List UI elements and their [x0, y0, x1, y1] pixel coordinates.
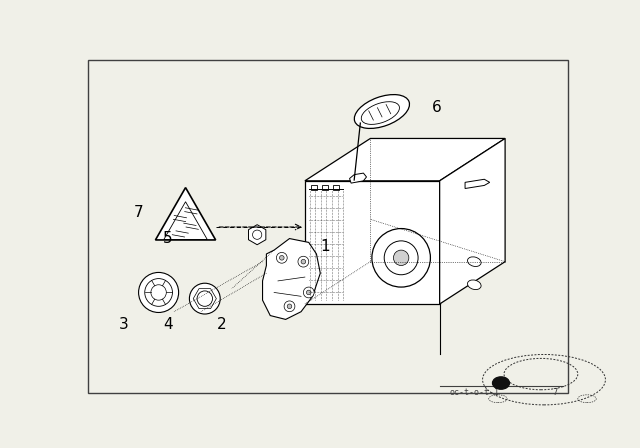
Text: 6: 6	[431, 100, 442, 115]
Circle shape	[151, 285, 166, 300]
Text: 1: 1	[321, 239, 330, 254]
Polygon shape	[465, 179, 490, 189]
Circle shape	[287, 304, 292, 309]
Text: 4: 4	[163, 317, 173, 332]
Circle shape	[394, 250, 409, 266]
Circle shape	[372, 228, 431, 287]
Circle shape	[298, 256, 308, 267]
Ellipse shape	[355, 95, 410, 129]
Circle shape	[384, 241, 418, 275]
Text: 2: 2	[217, 317, 227, 332]
Text: oc-t-o-t-1: oc-t-o-t-1	[449, 388, 499, 397]
Text: 7: 7	[134, 205, 143, 220]
Circle shape	[307, 290, 311, 295]
Circle shape	[189, 283, 220, 314]
Text: 3: 3	[118, 317, 129, 332]
Polygon shape	[349, 173, 367, 183]
Circle shape	[145, 279, 172, 306]
Bar	[322, 185, 328, 190]
Ellipse shape	[361, 102, 399, 125]
Text: 5: 5	[163, 231, 173, 246]
Circle shape	[253, 230, 262, 239]
Ellipse shape	[467, 257, 481, 267]
Polygon shape	[262, 238, 320, 319]
Polygon shape	[305, 181, 440, 304]
Bar	[311, 185, 317, 190]
Polygon shape	[156, 188, 216, 240]
Bar	[333, 185, 339, 190]
Circle shape	[284, 301, 295, 312]
Polygon shape	[440, 138, 505, 304]
Circle shape	[280, 255, 284, 260]
Ellipse shape	[467, 280, 481, 289]
Circle shape	[276, 252, 287, 263]
Polygon shape	[305, 138, 505, 181]
Circle shape	[303, 287, 314, 298]
Circle shape	[301, 259, 306, 264]
Circle shape	[493, 377, 509, 389]
Circle shape	[197, 291, 212, 306]
Circle shape	[139, 272, 179, 313]
Text: 7: 7	[552, 388, 558, 397]
